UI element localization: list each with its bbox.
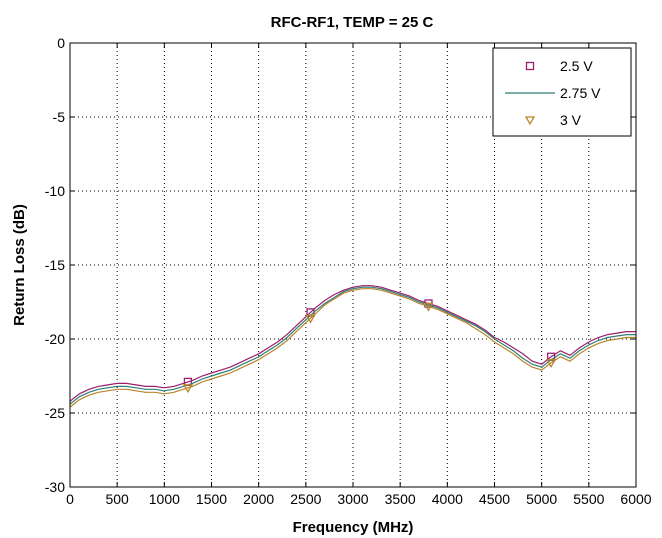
legend-marker-3-v <box>524 116 536 126</box>
series-marker-3-v <box>305 314 316 324</box>
y-tick-label: 0 <box>57 35 65 51</box>
x-tick-label: 0 <box>66 491 74 507</box>
y-tick-label: -15 <box>45 257 65 273</box>
series-marker-3-v <box>182 384 194 394</box>
x-tick-label: 1000 <box>149 491 180 507</box>
x-tick-label: 4500 <box>479 491 510 507</box>
series-marker-3-v <box>545 359 557 368</box>
y-tick-label: -20 <box>45 331 65 347</box>
legend-box <box>492 47 632 137</box>
series-layer <box>69 285 636 408</box>
y-tick-label: -25 <box>45 405 65 421</box>
series-line-2-5-v <box>69 285 636 402</box>
y-axis-label: Return Loss (dB) <box>11 204 28 326</box>
legend-marker-2-5-v <box>525 61 535 71</box>
series-marker-3-v <box>423 302 434 312</box>
y-tick-label: -30 <box>45 479 65 495</box>
series-line-2-75-v <box>69 286 636 405</box>
x-tick-label: 4000 <box>432 491 463 507</box>
y-tick-label: -5 <box>53 109 66 125</box>
x-tick-label: 3500 <box>385 491 416 507</box>
axis-ticks: 0 500 1000 1500 2000 2500 3000 3500 4000 4500 5000… <box>45 35 652 507</box>
legend: 2.5 V 2.75 V 3 V <box>492 47 632 137</box>
x-tick-label: 5000 <box>526 491 557 507</box>
chart-title: RFC-RF1, TEMP = 25 C <box>271 14 434 31</box>
legend-label-2-75-v: 2.75 V <box>560 85 601 101</box>
x-tick-label: 6000 <box>620 491 651 507</box>
series-line-3-v <box>69 288 636 408</box>
legend-label-2-5-v: 2.5 V <box>560 58 593 74</box>
x-tick-label: 500 <box>105 491 129 507</box>
x-tick-label: 5500 <box>573 491 604 507</box>
x-tick-label: 3000 <box>337 491 368 507</box>
x-tick-label: 2000 <box>243 491 274 507</box>
x-tick-label: 2500 <box>290 491 321 507</box>
x-axis-label: Frequency (MHz) <box>293 519 414 536</box>
y-tick-label: -10 <box>45 183 65 199</box>
x-tick-label: 1500 <box>196 491 227 507</box>
legend-label-3-v: 3 V <box>560 112 582 128</box>
